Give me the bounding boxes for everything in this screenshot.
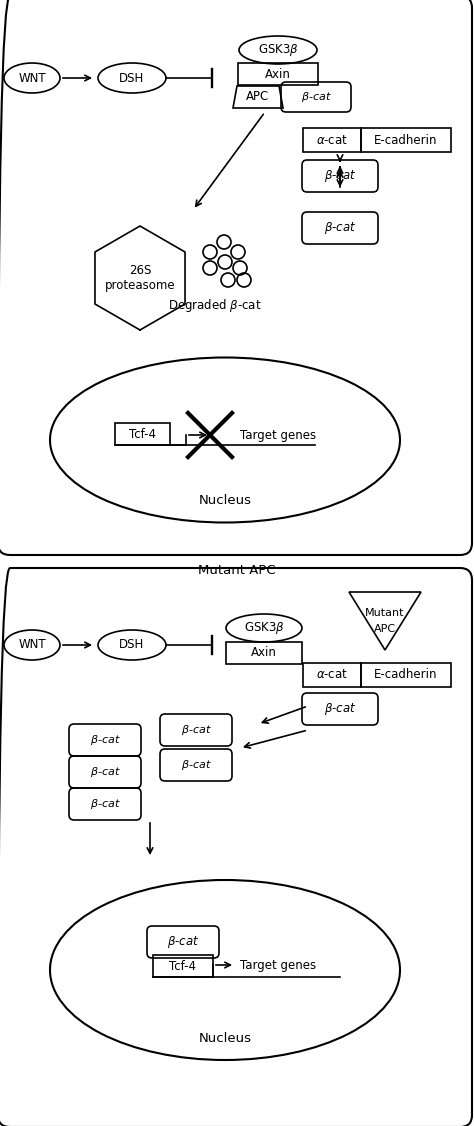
Text: APC: APC <box>374 624 396 634</box>
Text: Degraded $\beta$-cat: Degraded $\beta$-cat <box>168 296 262 313</box>
Text: $\beta$-cat: $\beta$-cat <box>90 733 120 747</box>
Text: $\beta$-cat: $\beta$-cat <box>301 90 331 104</box>
Text: Tcf-4: Tcf-4 <box>170 959 197 973</box>
Text: WNT: WNT <box>18 71 46 84</box>
Text: Axin: Axin <box>251 646 277 660</box>
Text: proteasome: proteasome <box>105 279 175 293</box>
Text: $\alpha$-cat: $\alpha$-cat <box>316 669 348 681</box>
Text: Axin: Axin <box>265 68 291 80</box>
Text: Mutant: Mutant <box>365 608 405 618</box>
Text: $\beta$-cat: $\beta$-cat <box>167 933 199 950</box>
Text: Target genes: Target genes <box>240 958 316 972</box>
Text: DSH: DSH <box>119 71 145 84</box>
Text: Nucleus: Nucleus <box>199 493 252 507</box>
Text: $\beta$-cat: $\beta$-cat <box>181 758 211 772</box>
Text: $\alpha$-cat: $\alpha$-cat <box>316 134 348 146</box>
Text: $\beta$-cat: $\beta$-cat <box>324 220 356 236</box>
Text: GSK3$\beta$: GSK3$\beta$ <box>257 42 299 59</box>
Text: $\beta$-cat: $\beta$-cat <box>90 797 120 811</box>
Text: $\beta$-cat: $\beta$-cat <box>324 168 356 184</box>
Text: GSK3$\beta$: GSK3$\beta$ <box>244 620 284 636</box>
Text: Tcf-4: Tcf-4 <box>129 428 156 440</box>
Text: E-cadherin: E-cadherin <box>374 134 438 146</box>
Text: $\beta$-cat: $\beta$-cat <box>90 765 120 779</box>
Text: $\beta$-cat: $\beta$-cat <box>324 701 356 717</box>
Text: 26S: 26S <box>129 263 151 277</box>
Text: Target genes: Target genes <box>240 429 316 441</box>
Text: Nucleus: Nucleus <box>199 1031 252 1045</box>
Text: WNT: WNT <box>18 638 46 652</box>
Text: DSH: DSH <box>119 638 145 652</box>
Text: Mutant APC: Mutant APC <box>198 563 276 577</box>
Text: APC: APC <box>246 90 270 104</box>
Text: $\beta$-cat: $\beta$-cat <box>181 723 211 738</box>
Text: E-cadherin: E-cadherin <box>374 669 438 681</box>
